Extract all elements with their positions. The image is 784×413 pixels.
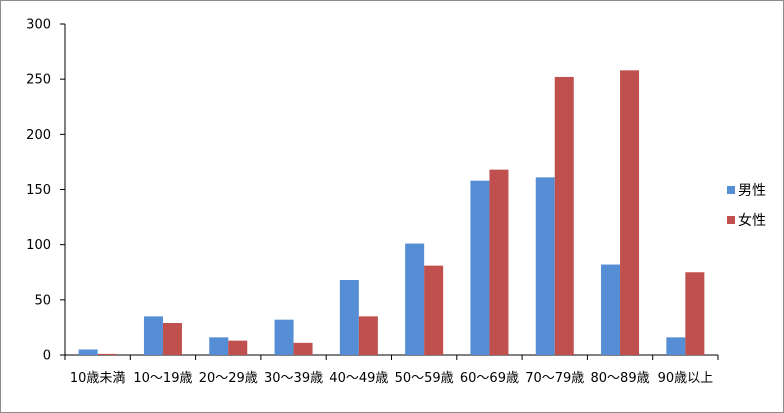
legend: 男性 女性 bbox=[727, 183, 766, 229]
bar-male-4 bbox=[339, 279, 359, 355]
y-tick-label: 150 bbox=[26, 183, 51, 198]
bar-male-7 bbox=[535, 177, 555, 355]
bar-male-9 bbox=[666, 337, 686, 355]
x-category-label: 30～39歳 bbox=[264, 371, 323, 386]
bar-female-6 bbox=[489, 169, 509, 355]
x-category-label: 60～69歳 bbox=[460, 371, 519, 386]
legend-label-female: 女性 bbox=[738, 212, 766, 229]
bar-female-9 bbox=[685, 272, 705, 355]
bar-female-3 bbox=[293, 342, 313, 355]
y-axis-ticks: 0 50 100 150 200 250 300 bbox=[26, 18, 65, 364]
x-category-label: 90歳以上 bbox=[658, 371, 714, 386]
y-tick-label: 200 bbox=[26, 128, 51, 143]
x-category-label: 10～19歳 bbox=[133, 371, 192, 386]
x-category-label: 20～29歳 bbox=[199, 371, 258, 386]
bar-female-1 bbox=[162, 323, 182, 355]
bar-male-5 bbox=[405, 243, 425, 355]
x-category-label: 40～49歳 bbox=[329, 371, 388, 386]
y-tick-label: 300 bbox=[26, 18, 51, 33]
bar-female-5 bbox=[424, 265, 444, 355]
legend-swatch-female bbox=[727, 216, 735, 224]
bar-male-6 bbox=[470, 180, 490, 355]
y-tick-label: 250 bbox=[26, 73, 51, 88]
bar-male-0 bbox=[78, 349, 98, 355]
bar-female-2 bbox=[228, 340, 248, 355]
y-tick-label: 0 bbox=[43, 349, 51, 364]
y-tick-label: 100 bbox=[26, 238, 51, 253]
x-category-label: 70～79歳 bbox=[525, 371, 584, 386]
x-category-label: 80～89歳 bbox=[591, 371, 650, 386]
legend-label-male: 男性 bbox=[738, 183, 766, 199]
bar-female-0 bbox=[97, 353, 117, 355]
bar-female-7 bbox=[554, 76, 574, 356]
legend-swatch-male bbox=[727, 186, 735, 194]
bar-female-4 bbox=[358, 316, 378, 355]
bar-male-2 bbox=[209, 337, 229, 355]
bars bbox=[78, 70, 705, 356]
y-tick-label: 50 bbox=[34, 293, 51, 308]
x-category-label: 10歳未満 bbox=[70, 371, 126, 386]
bar-male-8 bbox=[601, 264, 621, 355]
x-axis-categories: 10歳未満 10～19歳 20～29歳 30～39歳 40～49歳 50～59歳 60～69… bbox=[64, 355, 719, 386]
bar-male-3 bbox=[274, 319, 294, 355]
bar-male-1 bbox=[143, 316, 163, 355]
bar-female-8 bbox=[620, 70, 640, 355]
x-category-label: 50～59歳 bbox=[395, 371, 454, 386]
